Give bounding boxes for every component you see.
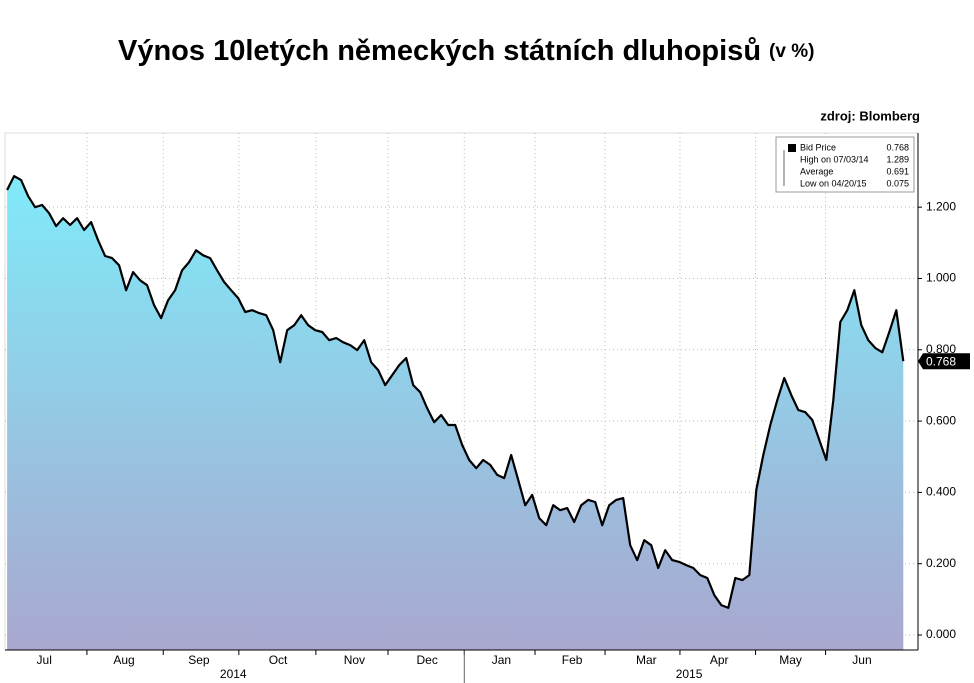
x-tick-label: Oct bbox=[269, 653, 288, 667]
x-tick-label: May bbox=[779, 653, 802, 667]
y-tick-label: 0.800 bbox=[926, 342, 956, 356]
y-tick-label: 1.200 bbox=[926, 199, 956, 213]
y-tick-label: 0.000 bbox=[926, 627, 956, 641]
x-tick-label: Jul bbox=[37, 653, 52, 667]
year-label: 2014 bbox=[220, 667, 247, 681]
legend-value: 1.289 bbox=[886, 154, 909, 164]
y-tick-label: 0.600 bbox=[926, 413, 956, 427]
x-tick-label: Dec bbox=[417, 653, 438, 667]
source: zdroj: Blomberg bbox=[820, 108, 920, 123]
x-tick-label: Feb bbox=[562, 653, 583, 667]
legend-swatch bbox=[788, 144, 796, 152]
y-tick-label: 1.000 bbox=[926, 271, 956, 285]
subtitle: (v %) bbox=[769, 41, 814, 62]
x-tick-label: Apr bbox=[710, 653, 729, 667]
x-tick-label: Mar bbox=[636, 653, 657, 667]
legend-name: Average bbox=[800, 166, 833, 176]
line bbox=[6, 175, 905, 609]
chart-title: Výnos 10letých německých státních dluhop… bbox=[118, 35, 814, 67]
last-value-tag bbox=[918, 353, 970, 370]
x-tick-label: Sep bbox=[188, 653, 210, 667]
legend-value: 0.768 bbox=[886, 142, 909, 152]
legend-value: 0.075 bbox=[886, 178, 909, 188]
legend-name: Low on 04/20/15 bbox=[800, 178, 867, 188]
legend-value: 0.691 bbox=[886, 166, 909, 176]
area bbox=[7, 176, 904, 650]
x-tick-label: Jan bbox=[492, 653, 511, 667]
legend-name: High on 07/03/14 bbox=[800, 154, 869, 164]
x-tick-label: Nov bbox=[344, 653, 365, 667]
y-tick-label: 0.200 bbox=[926, 556, 956, 570]
legend-name: Bid Price bbox=[800, 142, 836, 152]
legend-box bbox=[775, 136, 915, 193]
y-tick-label: 0.400 bbox=[926, 485, 956, 499]
year-label: 2015 bbox=[676, 667, 703, 681]
last-value-label: 0.768 bbox=[926, 354, 956, 368]
title: Výnos 10letých německých státních dluhop… bbox=[118, 35, 761, 67]
x-tick-label: Aug bbox=[113, 653, 134, 667]
x-tick-label: Jun bbox=[852, 653, 871, 667]
